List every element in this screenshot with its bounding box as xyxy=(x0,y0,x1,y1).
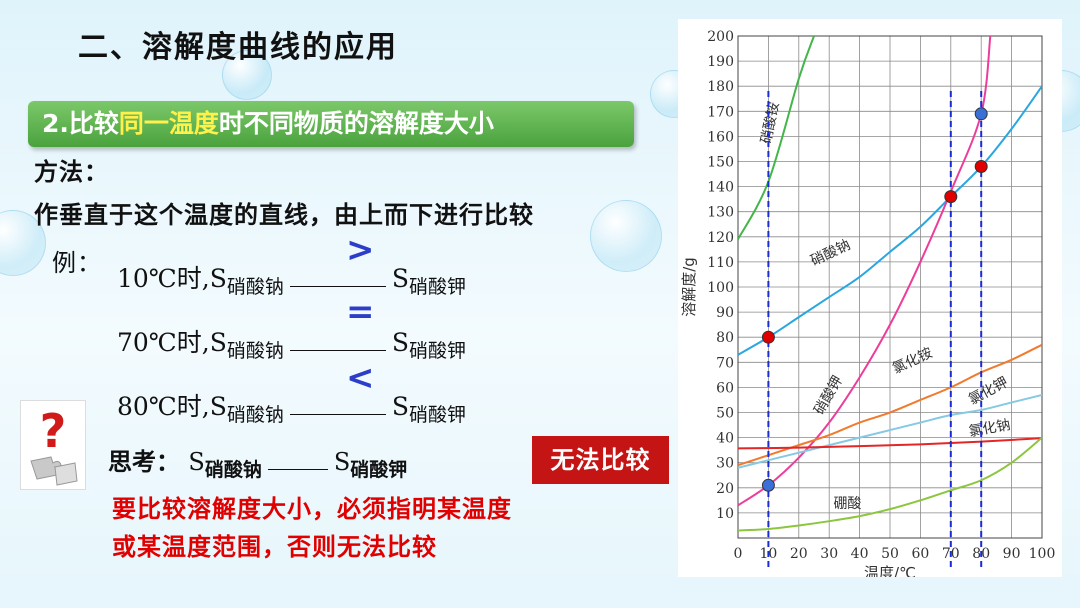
x-axis-label: 温度/℃ xyxy=(864,564,916,577)
series-label: 硝酸钠 xyxy=(808,237,853,269)
y-tick-label: 120 xyxy=(707,230,734,246)
y-tick-label: 40 xyxy=(716,431,734,447)
y-tick-label: 150 xyxy=(707,155,734,171)
question-puzzle-icon: ? xyxy=(20,400,86,490)
data-point xyxy=(974,107,988,121)
series-line xyxy=(738,36,992,507)
x-tick-label: 90 xyxy=(1003,546,1021,562)
answer-box: 无法比较 xyxy=(532,436,669,484)
banner-post: 时不同物质的溶解度大小 xyxy=(218,109,494,138)
example-label: 例： xyxy=(52,249,102,277)
series-line xyxy=(738,36,815,240)
svg-text:?: ? xyxy=(40,404,67,458)
y-tick-label: 10 xyxy=(716,506,734,522)
y-tick-label: 200 xyxy=(707,29,734,45)
y-tick-label: 180 xyxy=(707,79,734,95)
think-blank xyxy=(267,461,328,470)
think-question: 思考： S硝酸钠 S硝酸钾 xyxy=(108,448,408,481)
example-row: 10℃时,S硝酸钠 S硝酸钾 xyxy=(117,264,467,298)
y-tick-label: 60 xyxy=(716,380,734,396)
example-row: 70℃时,S硝酸钠 S硝酸钾 xyxy=(117,328,467,362)
y-tick-label: 140 xyxy=(707,180,734,196)
series-line xyxy=(738,393,1042,469)
x-tick-label: 40 xyxy=(851,546,869,562)
series-label: 氯化钾 xyxy=(966,374,1011,408)
data-point xyxy=(761,330,775,344)
example-sub-a: 硝酸钠 xyxy=(226,340,284,362)
series-line xyxy=(738,85,1042,356)
series-label: 氯化钠 xyxy=(968,417,1012,440)
example-sub-a: 硝酸钠 xyxy=(226,404,284,426)
slide-title: 二、溶解度曲线的应用 xyxy=(78,30,398,65)
series-line xyxy=(738,436,1042,532)
y-tick-label: 110 xyxy=(707,255,734,271)
banner-pre: 2.比较 xyxy=(42,109,119,138)
y-tick-label: 160 xyxy=(707,129,734,145)
y-tick-label: 190 xyxy=(707,54,734,70)
decor-bubble xyxy=(222,50,272,100)
y-axis-label: 溶解度/g xyxy=(680,257,698,317)
answer-blank xyxy=(289,406,386,415)
conclusion-line-2: 或某温度范围，否则无法比较 xyxy=(112,533,437,561)
example-row: 80℃时,S硝酸钠 S硝酸钾 xyxy=(117,392,467,426)
answer-blank xyxy=(289,342,386,351)
series-line xyxy=(738,437,1042,450)
series-label: 硼酸 xyxy=(833,496,861,512)
x-tick-label: 20 xyxy=(790,546,808,562)
method-label: 方法： xyxy=(34,158,109,186)
data-point xyxy=(974,160,988,174)
x-tick-label: 100 xyxy=(1029,546,1056,562)
example-sub-b: 硝酸钾 xyxy=(409,404,467,426)
x-tick-label: 0 xyxy=(734,546,743,562)
x-tick-label: 30 xyxy=(820,546,838,562)
y-tick-label: 20 xyxy=(716,481,734,497)
y-tick-label: 130 xyxy=(707,205,734,221)
example-sub-b: 硝酸钾 xyxy=(409,276,467,298)
data-point xyxy=(761,478,775,492)
y-tick-label: 80 xyxy=(716,330,734,346)
y-tick-label: 90 xyxy=(716,305,734,321)
solubility-chart-svg: 10 20 30 40 50 60 70 80 90 100 110 120 130 140 150 160 1… xyxy=(680,29,1056,582)
x-tick-label: 50 xyxy=(881,546,899,562)
decor-bubble xyxy=(590,200,662,272)
conclusion-line-1: 要比较溶解度大小，必须指明某温度 xyxy=(112,495,512,523)
y-tick-label: 170 xyxy=(707,104,734,120)
series-label: 硝酸铵 xyxy=(758,101,782,145)
banner-highlight: 同一温度 xyxy=(118,109,219,138)
think-sub-b: 硝酸钾 xyxy=(350,459,408,481)
data-point xyxy=(944,190,958,204)
think-s: S xyxy=(188,448,205,476)
method-text: 作垂直于这个温度的直线，由上而下进行比较 xyxy=(34,201,534,229)
plot-frame xyxy=(737,35,1043,539)
example-temp: 80℃时,S xyxy=(117,392,227,421)
example-temp: 70℃时,S xyxy=(117,328,227,357)
series-label: 氯化铵 xyxy=(890,345,935,377)
y-tick-label: 50 xyxy=(716,406,734,422)
symbol-less: < xyxy=(346,358,375,398)
think-label: 思考： xyxy=(108,448,180,476)
section-banner: 2.比较同一温度时不同物质的溶解度大小 xyxy=(28,101,634,147)
symbol-equal: = xyxy=(346,292,375,332)
example-temp: 10℃时,S xyxy=(117,264,227,293)
answer-blank xyxy=(289,278,386,287)
think-sub-a: 硝酸钠 xyxy=(204,459,262,481)
y-tick-label: 30 xyxy=(716,456,734,472)
symbol-greater: > xyxy=(346,230,375,270)
example-sub-b: 硝酸钾 xyxy=(409,340,467,362)
y-tick-label: 70 xyxy=(716,355,734,371)
y-tick-label: 100 xyxy=(707,280,734,296)
example-sub-a: 硝酸钠 xyxy=(226,276,284,298)
x-tick-label: 60 xyxy=(911,546,929,562)
series-label: 硝酸钾 xyxy=(811,373,846,417)
solubility-chart: 10 20 30 40 50 60 70 80 90 100 110 120 130 140 150 160 1… xyxy=(678,19,1062,582)
